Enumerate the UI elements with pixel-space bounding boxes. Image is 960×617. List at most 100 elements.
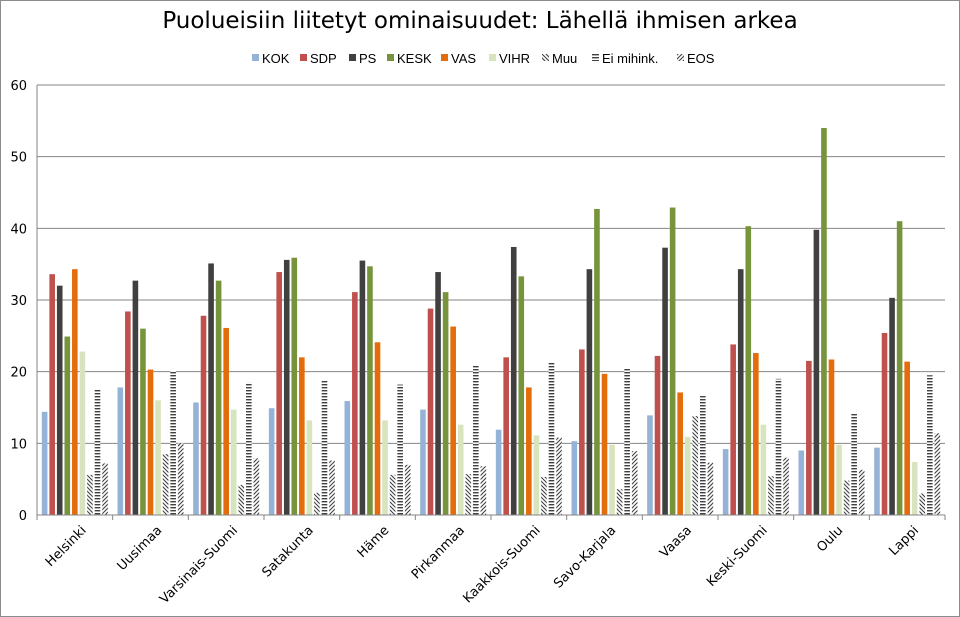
bar-muu-7	[616, 489, 623, 515]
bar-vihr-1	[155, 400, 161, 515]
bar-vas-10	[828, 359, 835, 515]
bar-ps-11	[889, 297, 895, 515]
bar-sdp-10	[806, 360, 812, 515]
x-tick-label: Helsinki	[43, 523, 90, 570]
y-tick-label: 50	[10, 151, 27, 166]
legend-swatch	[677, 54, 684, 61]
bar-eos-1	[177, 443, 184, 515]
bar-muu-0	[87, 474, 93, 515]
bar-sdp-1	[125, 311, 131, 515]
bar-ps-5	[435, 272, 441, 515]
legend-label: KESK	[397, 51, 432, 66]
bar-ei-mihink-5	[473, 364, 479, 515]
bar-ei-mihink-3	[321, 380, 328, 515]
legend-swatch	[252, 54, 259, 61]
bar-ps-8	[662, 247, 668, 515]
legend-swatch	[542, 54, 549, 61]
bar-eos-3	[329, 460, 335, 515]
bar-kok-9	[722, 449, 729, 515]
x-tick-label: Uusimaa	[115, 523, 166, 574]
bar-kesk-1	[140, 328, 146, 515]
bar-vas-5	[450, 326, 456, 515]
bar-ps-0	[56, 285, 63, 515]
y-tick-label: 30	[10, 294, 27, 309]
legend-swatch	[441, 54, 448, 61]
x-tick-label: Vaasa	[657, 523, 695, 561]
bar-eos-4	[404, 464, 411, 515]
bar-muu-1	[162, 454, 169, 515]
bar-vas-9	[753, 353, 759, 515]
bar-muu-8	[692, 416, 699, 515]
axes: 0 10 20 30 40 50 60 Helsinki UusimaaVarsinais-Su…	[10, 79, 946, 607]
bar-vas-0	[72, 269, 78, 515]
bar-muu-4	[389, 474, 396, 515]
bar-kok-2	[193, 402, 199, 515]
bar-vihr-7	[609, 444, 615, 515]
legend-label: Ei mihink.	[602, 51, 658, 66]
bar-ei-mihink-1	[170, 370, 176, 515]
bar-kesk-8	[669, 207, 676, 516]
bar-eos-2	[253, 458, 260, 515]
y-tick-label: 20	[10, 366, 27, 381]
bar-muu-5	[465, 474, 472, 515]
bar-ei-mihink-8	[700, 396, 706, 515]
x-tick-label: Lappi	[886, 523, 922, 559]
bar-muu-2	[238, 484, 245, 515]
bar-ei-mihink-6	[548, 361, 555, 515]
bar-kok-1	[117, 387, 124, 515]
bar-eos-7	[631, 451, 638, 515]
bar-eos-10	[858, 469, 865, 515]
bar-muu-3	[314, 492, 320, 515]
y-tick-label: 10	[10, 437, 27, 452]
bar-sdp-8	[654, 355, 661, 515]
bar-kok-0	[41, 411, 48, 515]
x-tick-label: Satakunta	[259, 523, 316, 580]
bar-kesk-7	[594, 208, 600, 515]
bar-kok-7	[571, 441, 578, 515]
bar-vihr-10	[836, 444, 842, 515]
bar-kok-8	[647, 415, 653, 515]
bar-kesk-2	[215, 280, 222, 515]
bar-eos-11	[934, 433, 941, 515]
bar-sdp-4	[352, 292, 358, 515]
bar-ps-9	[737, 269, 744, 515]
bar-vihr-11	[911, 461, 918, 515]
y-tick-label: 0	[19, 509, 27, 524]
legend-swatch	[300, 54, 307, 61]
bar-kok-6	[495, 429, 502, 515]
bar-kesk-9	[745, 226, 752, 515]
legend-swatch	[349, 54, 356, 61]
bar-kesk-5	[442, 292, 449, 515]
bar-sdp-3	[276, 272, 282, 515]
y-tick-label: 60	[10, 79, 27, 94]
bar-vihr-6	[533, 435, 540, 515]
bar-vihr-8	[684, 436, 691, 515]
x-tick-label: Varsinais-Suomi	[157, 523, 241, 607]
legend-label: PS	[359, 51, 377, 66]
bar-muu-9	[768, 476, 774, 515]
bar-sdp-5	[427, 308, 434, 515]
bar-ps-2	[208, 263, 214, 515]
bar-ei-mihink-0	[94, 388, 101, 515]
bar-sdp-9	[730, 344, 736, 515]
bar-sdp-6	[503, 357, 509, 515]
bar-vas-2	[223, 327, 229, 515]
x-tick-label: Kaakkois-Suomi	[461, 523, 544, 606]
bar-kesk-0	[64, 336, 71, 515]
bar-ps-7	[586, 269, 593, 515]
bar-ei-mihink-11	[927, 375, 933, 515]
bar-vihr-0	[79, 351, 86, 515]
bar-vihr-9	[760, 424, 767, 515]
bar-eos-9	[783, 457, 789, 515]
bar-vas-11	[904, 361, 910, 515]
bar-muu-6	[541, 477, 547, 515]
bar-sdp-2	[200, 315, 207, 515]
x-tick-label: Keski-Suomi	[704, 523, 771, 590]
bar-ps-6	[510, 246, 517, 515]
bar-vihr-5	[457, 424, 464, 515]
bar-ei-mihink-7	[624, 368, 630, 515]
bar-kok-5	[420, 409, 426, 515]
legend-label: SDP	[310, 51, 337, 66]
bar-eos-0	[102, 463, 108, 515]
